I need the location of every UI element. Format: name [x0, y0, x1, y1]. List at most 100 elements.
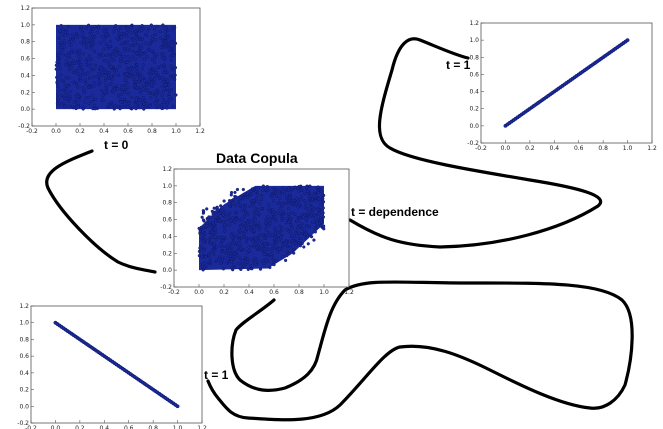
scatter-point — [208, 224, 212, 228]
scatter-point — [241, 259, 245, 263]
scatter-point — [89, 57, 94, 61]
scatter-point — [220, 250, 224, 254]
scatter-point — [137, 75, 141, 80]
scatter-point — [113, 104, 117, 108]
scatter-point — [284, 258, 288, 263]
scatter-point — [268, 209, 272, 214]
scatter-point — [316, 208, 321, 212]
scatter-point — [217, 218, 221, 222]
scatter-point — [309, 235, 314, 239]
scatter-point — [228, 211, 232, 215]
y-tick-label: 0.8 — [469, 54, 479, 61]
y-tick-label: 0.8 — [162, 200, 172, 207]
scatter-point — [128, 58, 132, 62]
scatter-point — [247, 236, 251, 241]
scatter-point — [55, 60, 59, 64]
scatter-point — [224, 261, 229, 265]
scatter-point — [216, 208, 220, 212]
scatter-point — [100, 34, 104, 39]
scatter-point — [93, 103, 97, 107]
scatter-point — [238, 242, 242, 246]
scatter-point — [65, 54, 69, 58]
scatter-point — [119, 88, 124, 92]
scatter-point — [90, 99, 94, 104]
scatter-point — [91, 75, 96, 79]
scatter-point — [310, 197, 315, 201]
scatter-point — [61, 88, 66, 92]
scatter-point — [165, 106, 169, 110]
scatter-point — [73, 61, 77, 65]
scatter-point — [141, 87, 145, 91]
scatter-point — [248, 204, 252, 209]
scatter-point — [205, 224, 209, 228]
scatter-point — [87, 96, 91, 100]
scatter-point — [160, 93, 164, 97]
scatter-point — [71, 80, 75, 84]
scatter-point — [58, 67, 62, 71]
y-tick-label: -0.2 — [467, 140, 479, 147]
scatter-point — [257, 238, 261, 242]
scatter-point — [135, 66, 139, 71]
scatter-point — [280, 203, 284, 207]
scatter-point — [271, 199, 276, 203]
scatter-point — [265, 187, 269, 191]
scatter-point — [229, 193, 233, 197]
scatter-point — [166, 79, 170, 83]
scatter-point — [144, 83, 149, 87]
y-tick-label: 0.4 — [20, 72, 30, 79]
scatter-point — [254, 197, 258, 201]
x-tick-label: 0.6 — [124, 425, 134, 429]
scatter-point — [288, 195, 292, 200]
x-tick-label: 0.4 — [244, 289, 254, 296]
scatter-point — [150, 37, 154, 41]
scatter-point — [143, 41, 147, 45]
scatter-point — [209, 215, 213, 219]
scatter-point — [98, 81, 102, 86]
scatter-point — [204, 255, 208, 259]
scatter-point — [168, 74, 172, 78]
scatter-point — [109, 104, 113, 108]
scatter-point — [110, 101, 114, 105]
scatter-point — [67, 67, 71, 72]
scatter-point — [252, 210, 256, 214]
scatter-point — [175, 404, 180, 409]
scatter-point — [256, 235, 260, 240]
scatter-point — [81, 107, 85, 111]
scatter-point — [147, 91, 152, 96]
scatter-point — [156, 65, 160, 69]
scatter-point — [220, 206, 224, 210]
scatter-point — [143, 32, 147, 37]
scatter-point — [273, 235, 277, 239]
scatter-point — [293, 212, 297, 217]
scatter-point — [64, 91, 68, 95]
scatter-point — [287, 220, 291, 224]
scatter-point — [305, 185, 309, 189]
scatter-point — [64, 97, 68, 101]
scatter-point — [253, 236, 257, 240]
scatter-point — [133, 41, 137, 45]
scatter-point — [250, 267, 254, 271]
scatter-point — [267, 207, 271, 211]
scatter-point — [125, 60, 129, 65]
scatter-point — [207, 251, 211, 255]
scatter-point — [103, 78, 107, 83]
scatter-point — [278, 206, 282, 211]
scatter-point — [138, 51, 142, 55]
scatter-point — [312, 207, 316, 211]
y-tick-label: 1.0 — [469, 37, 479, 44]
scatter-point — [173, 66, 178, 70]
scatter-points — [54, 23, 178, 111]
scatter-point — [295, 201, 299, 206]
scatter-point — [263, 252, 267, 257]
scatter-point — [250, 187, 255, 191]
scatter-point — [151, 34, 155, 38]
scatter-point — [158, 36, 163, 40]
scatter-point — [288, 245, 293, 249]
scatter-plot-countermonotone: -0.2 0.0 0.2 0.4 0.6 0.8 1.0 1.2 -0.2 0.0 0.2 0.4 0.… — [17, 303, 207, 429]
scatter-point — [259, 207, 264, 211]
scatter-point — [171, 44, 175, 48]
scatter-point — [201, 239, 206, 243]
scatter-point — [116, 73, 120, 77]
scatter-point — [318, 219, 323, 223]
scatter-point — [218, 210, 223, 215]
